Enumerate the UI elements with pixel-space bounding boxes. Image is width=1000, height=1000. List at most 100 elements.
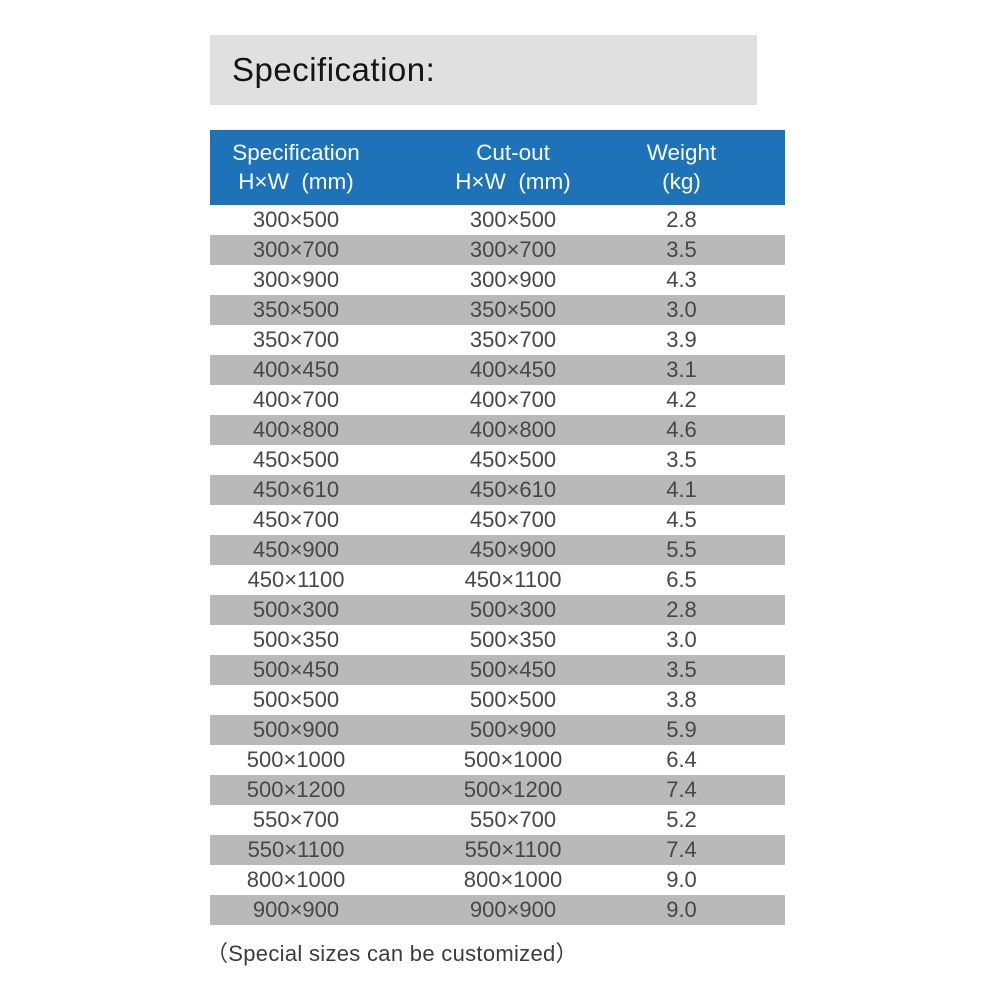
table-row: 900×900 900×900 9.0 <box>210 895 785 925</box>
table-row: 350×700 350×700 3.9 <box>210 325 785 355</box>
weight-cell: 4.5 <box>666 507 697 532</box>
weight-cell: 7.4 <box>666 837 697 862</box>
table-header: Specification H×W (mm) Cut-out H×W (mm) … <box>210 130 785 205</box>
cutout-cell: 350×500 <box>469 297 557 322</box>
weight-cell: 3.5 <box>666 657 697 682</box>
cutout-cell: 350×700 <box>469 327 557 352</box>
column-header-cutout-line2: H×W (mm) <box>455 169 571 194</box>
table-row: 400×450 400×450 3.1 <box>210 355 785 385</box>
spec-cell: 500×500 <box>252 687 340 712</box>
table-row: 300×900 300×900 4.3 <box>210 265 785 295</box>
table-row: 500×300 500×300 2.8 <box>210 595 785 625</box>
weight-cell: 4.2 <box>666 387 697 412</box>
spec-cell: 550×700 <box>252 807 340 832</box>
weight-cell: 4.1 <box>666 477 697 502</box>
spec-cell: 350×700 <box>252 327 340 352</box>
table-row: 300×500 300×500 2.8 <box>210 205 785 235</box>
cutout-cell: 500×450 <box>469 657 557 682</box>
cutout-cell: 500×500 <box>469 687 557 712</box>
cutout-cell: 300×700 <box>469 237 557 262</box>
table-row: 550×700 550×700 5.2 <box>210 805 785 835</box>
weight-cell: 5.2 <box>666 807 697 832</box>
column-header-cutout-line1: Cut-out <box>476 139 550 165</box>
spec-cell: 450×700 <box>252 507 340 532</box>
table-row: 500×450 500×450 3.5 <box>210 655 785 685</box>
table-row: 450×1100 450×1100 6.5 <box>210 565 785 595</box>
spec-cell: 300×900 <box>252 267 340 292</box>
spec-cell: 500×300 <box>252 597 340 622</box>
table-row: 400×700 400×700 4.2 <box>210 385 785 415</box>
weight-cell: 3.8 <box>666 687 697 712</box>
spec-cell: 500×450 <box>252 657 340 682</box>
cutout-cell: 800×1000 <box>463 867 563 892</box>
spec-cell: 500×900 <box>252 717 340 742</box>
spec-cell: 500×1200 <box>246 777 346 802</box>
table-row: 450×610 450×610 4.1 <box>210 475 785 505</box>
cutout-cell: 550×1100 <box>464 837 562 862</box>
cutout-cell: 900×900 <box>469 897 557 922</box>
table-row: 500×1000 500×1000 6.4 <box>210 745 785 775</box>
cutout-cell: 500×300 <box>469 597 557 622</box>
spec-cell: 350×500 <box>252 297 340 322</box>
table-row: 350×500 350×500 3.0 <box>210 295 785 325</box>
footer-note: （Special sizes can be customized） <box>206 941 578 966</box>
spec-cell: 400×700 <box>252 387 340 412</box>
weight-cell: 3.5 <box>666 237 697 262</box>
weight-cell: 2.8 <box>666 597 697 622</box>
cutout-cell: 450×900 <box>469 537 557 562</box>
table-row: 500×1200 500×1200 7.4 <box>210 775 785 805</box>
table-body: 300×500 300×500 2.8 300×700 300×700 3.5 300×90… <box>210 205 785 925</box>
cutout-cell: 450×1100 <box>464 567 562 592</box>
cutout-cell: 400×800 <box>469 417 557 442</box>
weight-cell: 6.4 <box>666 747 697 772</box>
cutout-cell: 550×700 <box>469 807 557 832</box>
spec-cell: 900×900 <box>252 897 340 922</box>
table-row: 400×800 400×800 4.6 <box>210 415 785 445</box>
cutout-cell: 450×500 <box>469 447 557 472</box>
cutout-cell: 450×700 <box>469 507 557 532</box>
weight-cell: 6.5 <box>666 567 697 592</box>
spec-cell: 450×500 <box>252 447 340 472</box>
spec-cell: 400×450 <box>252 357 340 382</box>
weight-cell: 3.0 <box>666 627 697 652</box>
cutout-cell: 400×450 <box>469 357 557 382</box>
spec-cell: 550×1100 <box>247 837 345 862</box>
weight-cell: 7.4 <box>666 777 697 802</box>
spec-cell: 450×900 <box>252 537 340 562</box>
spec-cell: 300×700 <box>252 237 340 262</box>
cutout-cell: 500×900 <box>469 717 557 742</box>
weight-cell: 4.3 <box>666 267 697 292</box>
spec-table: Specification H×W (mm) Cut-out H×W (mm) … <box>210 130 785 925</box>
table-row: 450×500 450×500 3.5 <box>210 445 785 475</box>
weight-cell: 9.0 <box>666 897 697 922</box>
table-row: 500×350 500×350 3.0 <box>210 625 785 655</box>
spec-cell: 500×350 <box>252 627 340 652</box>
cutout-cell: 500×1000 <box>463 747 563 772</box>
table-row: 500×500 500×500 3.8 <box>210 685 785 715</box>
cutout-cell: 450×610 <box>469 477 557 502</box>
column-header-specification-line2: H×W (mm) <box>238 169 354 194</box>
spec-cell: 450×1100 <box>247 567 345 592</box>
column-header-specification: Specification H×W (mm) <box>210 141 382 194</box>
column-header-weight-line1: Weight <box>646 139 717 165</box>
weight-cell: 2.8 <box>666 207 697 232</box>
page-title-text: Specification: <box>232 51 436 88</box>
spec-cell: 800×1000 <box>246 867 346 892</box>
table-row: 800×1000 800×1000 9.0 <box>210 865 785 895</box>
weight-cell: 5.5 <box>666 537 697 562</box>
cutout-cell: 300×900 <box>469 267 557 292</box>
column-header-cutout: Cut-out H×W (mm) <box>382 139 644 194</box>
cutout-cell: 500×1200 <box>463 777 563 802</box>
cutout-cell: 400×700 <box>469 387 557 412</box>
spec-cell: 450×610 <box>252 477 340 502</box>
weight-cell: 9.0 <box>666 867 697 892</box>
weight-cell: 5.9 <box>666 717 697 742</box>
table-row: 500×900 500×900 5.9 <box>210 715 785 745</box>
table-row: 550×1100 550×1100 7.4 <box>210 835 785 865</box>
table-row: 450×900 450×900 5.5 <box>210 535 785 565</box>
column-header-weight-line2: (kg) <box>662 169 701 194</box>
table-row: 300×700 300×700 3.5 <box>210 235 785 265</box>
spec-cell: 500×1000 <box>246 747 346 772</box>
weight-cell: 3.9 <box>666 327 697 352</box>
